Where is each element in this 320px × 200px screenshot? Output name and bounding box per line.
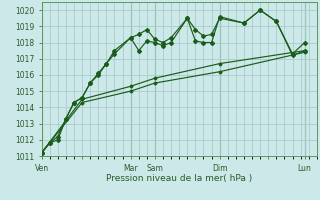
- X-axis label: Pression niveau de la mer( hPa ): Pression niveau de la mer( hPa ): [106, 174, 252, 183]
